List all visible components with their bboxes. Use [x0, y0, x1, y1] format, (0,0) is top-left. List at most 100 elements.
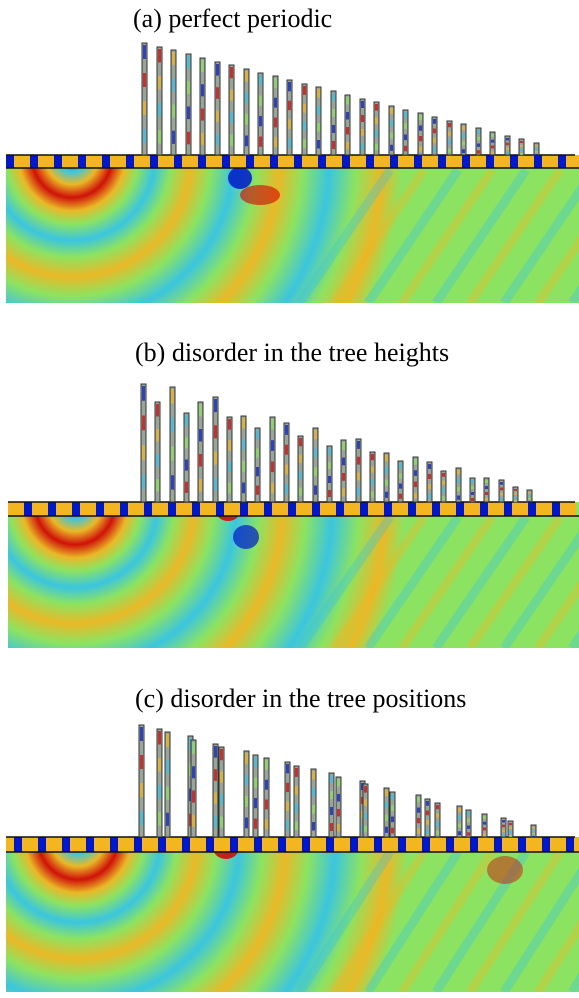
wavefield-figure-b [8, 383, 579, 648]
tree [240, 415, 247, 503]
tree [330, 90, 337, 156]
tree [293, 765, 300, 838]
interface-strip [6, 155, 579, 168]
tree [335, 776, 342, 838]
tree [424, 798, 431, 838]
tree [483, 477, 490, 503]
wavefield-figure-c [6, 724, 579, 992]
panel-c-position-disorder [0, 670, 579, 998]
tree [301, 83, 308, 156]
tree [297, 435, 304, 503]
tree [340, 439, 347, 503]
tree [397, 460, 404, 503]
tree [226, 416, 233, 503]
panel-b-height-disorder [0, 330, 579, 660]
tree [164, 731, 171, 838]
wavefield-figure-a [6, 42, 579, 303]
tree [431, 116, 438, 156]
panel-c-title: (c) disorder in the tree positions [135, 684, 467, 713]
tree-array [141, 42, 540, 156]
tree [154, 401, 161, 503]
tree [170, 49, 177, 156]
tree [218, 746, 225, 838]
tree [283, 422, 290, 503]
tree [141, 42, 148, 156]
tree [312, 427, 319, 503]
tree [212, 743, 219, 838]
tree [481, 813, 488, 838]
tree [498, 479, 505, 503]
tree [383, 787, 390, 838]
tree [140, 383, 147, 503]
tree [212, 396, 219, 503]
tree [315, 86, 322, 156]
tree [355, 438, 362, 503]
wave-field [6, 837, 579, 992]
tree [388, 105, 395, 156]
tree [373, 101, 380, 156]
tree [417, 112, 424, 156]
tree [328, 772, 335, 838]
panel-a-perfect-periodic [0, 0, 579, 320]
tree [263, 757, 270, 838]
tree [518, 138, 525, 156]
tree [526, 489, 533, 503]
tree [286, 79, 293, 156]
tree [512, 486, 519, 503]
tree [500, 817, 507, 838]
tree [362, 783, 369, 838]
interface-strip [6, 837, 579, 852]
tree [228, 64, 235, 156]
tree [272, 75, 279, 156]
tree [257, 72, 264, 156]
tree [243, 750, 250, 838]
tree [402, 109, 409, 156]
tree [197, 401, 204, 503]
tree [434, 802, 441, 838]
tree [475, 127, 482, 156]
interface-strip [8, 502, 576, 516]
tree [326, 445, 333, 503]
tree [412, 456, 419, 503]
tree [183, 412, 190, 503]
tree [243, 68, 250, 156]
tree-array [138, 724, 537, 838]
tree [359, 98, 366, 156]
tree [138, 724, 145, 838]
tree [456, 805, 463, 838]
tree [455, 467, 462, 503]
tree [344, 94, 351, 156]
tree [156, 46, 163, 156]
tree [185, 53, 192, 156]
wave-field [8, 502, 579, 648]
tree [156, 728, 163, 838]
tree [507, 820, 514, 838]
tree [489, 131, 496, 156]
tree [310, 768, 317, 838]
panel-a-title: (a) perfect periodic [133, 4, 333, 33]
tree [465, 809, 472, 838]
tree [284, 761, 291, 838]
tree [426, 461, 433, 503]
tree [446, 120, 453, 156]
tree [169, 386, 176, 503]
tree [415, 794, 422, 838]
tree [199, 57, 206, 156]
tree [254, 427, 261, 503]
tree [504, 135, 511, 156]
tree [460, 123, 467, 156]
tree [214, 61, 221, 156]
tree-array [140, 383, 533, 503]
tree [530, 824, 537, 838]
panel-b-title: (b) disorder in the tree heights [135, 338, 450, 367]
wave-field [6, 155, 579, 303]
tree [389, 791, 396, 838]
tree [383, 452, 390, 503]
tree [440, 470, 447, 503]
tree [469, 477, 476, 503]
tree [533, 142, 540, 156]
tree [369, 451, 376, 503]
tree [252, 754, 259, 838]
tree [190, 739, 197, 838]
tree [269, 416, 276, 503]
